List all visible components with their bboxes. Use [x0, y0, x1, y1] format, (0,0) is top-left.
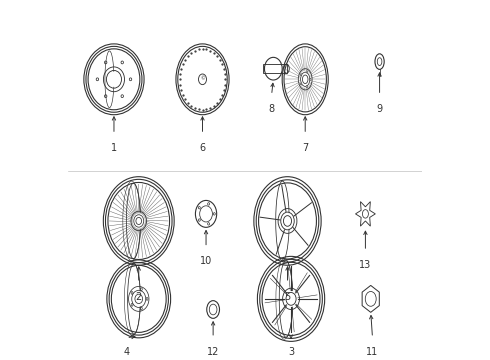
Ellipse shape [306, 71, 307, 73]
Text: 6: 6 [199, 143, 206, 153]
Ellipse shape [306, 86, 307, 88]
Text: 12: 12 [207, 347, 220, 357]
Text: 13: 13 [359, 260, 371, 270]
Ellipse shape [310, 78, 311, 80]
Ellipse shape [198, 207, 200, 209]
Text: 2: 2 [136, 292, 142, 302]
Text: 10: 10 [200, 256, 212, 266]
Text: ©: © [200, 77, 205, 82]
Ellipse shape [208, 203, 210, 205]
Text: 11: 11 [367, 347, 379, 357]
Text: 3: 3 [288, 347, 294, 357]
Ellipse shape [198, 219, 200, 221]
Ellipse shape [213, 213, 215, 215]
Ellipse shape [208, 222, 210, 225]
Text: 4: 4 [123, 347, 129, 357]
Text: 9: 9 [376, 104, 383, 114]
Text: 8: 8 [269, 104, 274, 114]
Text: 5: 5 [284, 292, 291, 302]
Ellipse shape [300, 83, 302, 85]
Ellipse shape [300, 74, 302, 76]
Text: 7: 7 [302, 143, 308, 153]
Text: 1: 1 [111, 143, 117, 153]
